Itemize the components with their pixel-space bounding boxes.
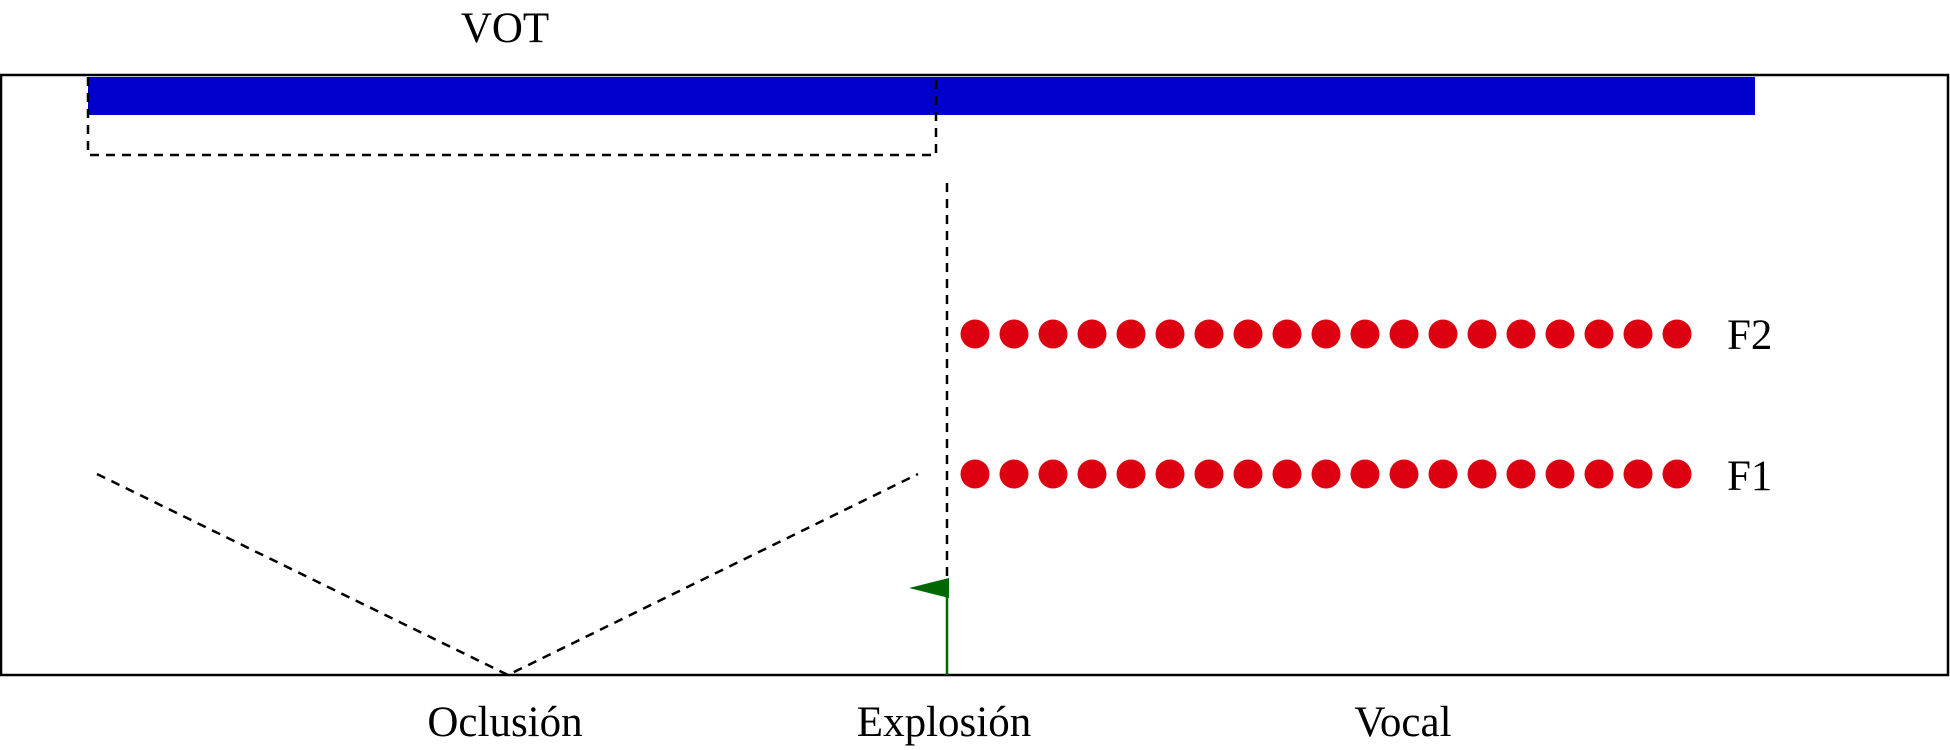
diagram-frame: [0, 73, 1950, 677]
f1-dot: [1662, 459, 1692, 489]
f2-dot: [1038, 319, 1068, 349]
voicing-bar: [88, 77, 1755, 115]
f1-dot: [1428, 459, 1458, 489]
f2-dot: [1467, 319, 1497, 349]
f1-dot: [1623, 459, 1653, 489]
f2-dot: [1545, 319, 1575, 349]
f1-dot: [1272, 459, 1302, 489]
vot-label: VOT: [461, 5, 549, 52]
f2-dot: [1428, 319, 1458, 349]
f1-dot: [1389, 459, 1419, 489]
f1-dot: [1350, 459, 1380, 489]
f2-dot: [1272, 319, 1302, 349]
f2-dot: [1350, 319, 1380, 349]
f1-dot: [999, 459, 1029, 489]
f2-dot: [1155, 319, 1185, 349]
oclusion-label: Oclusión: [427, 699, 582, 746]
f2-dot: [1662, 319, 1692, 349]
f2-dot: [960, 319, 990, 349]
f2-dot: [1311, 319, 1341, 349]
f1-dot: [1311, 459, 1341, 489]
f2-dot: [1506, 319, 1536, 349]
f2-dot: [1389, 319, 1419, 349]
explosion-label: Explosión: [857, 699, 1031, 746]
f2-dot: [1623, 319, 1653, 349]
f1-dot: [1545, 459, 1575, 489]
f2-dot: [1233, 319, 1263, 349]
f2-dot: [999, 319, 1029, 349]
f2-label: F2: [1727, 312, 1772, 359]
occlusion-line: [96, 472, 919, 677]
f1-dot: [1155, 459, 1185, 489]
f2-dot: [1116, 319, 1146, 349]
f1-dot: [1077, 459, 1107, 489]
f2-dot: [1584, 319, 1614, 349]
f1-dot: [1506, 459, 1536, 489]
vocal-label: Vocal: [1354, 699, 1451, 746]
f1-dot: [1233, 459, 1263, 489]
f1-dot: [1194, 459, 1224, 489]
f1-dot: [1467, 459, 1497, 489]
formant-f2-dots: [960, 319, 1692, 349]
formant-f1-dots: [960, 459, 1692, 489]
f1-dot: [960, 459, 990, 489]
f1-label: F1: [1727, 453, 1772, 500]
f1-dot: [1584, 459, 1614, 489]
f2-dot: [1194, 319, 1224, 349]
vot-bracket: [86, 77, 938, 157]
f2-dot: [1077, 319, 1107, 349]
f1-dot: [1116, 459, 1146, 489]
f1-dot: [1038, 459, 1068, 489]
